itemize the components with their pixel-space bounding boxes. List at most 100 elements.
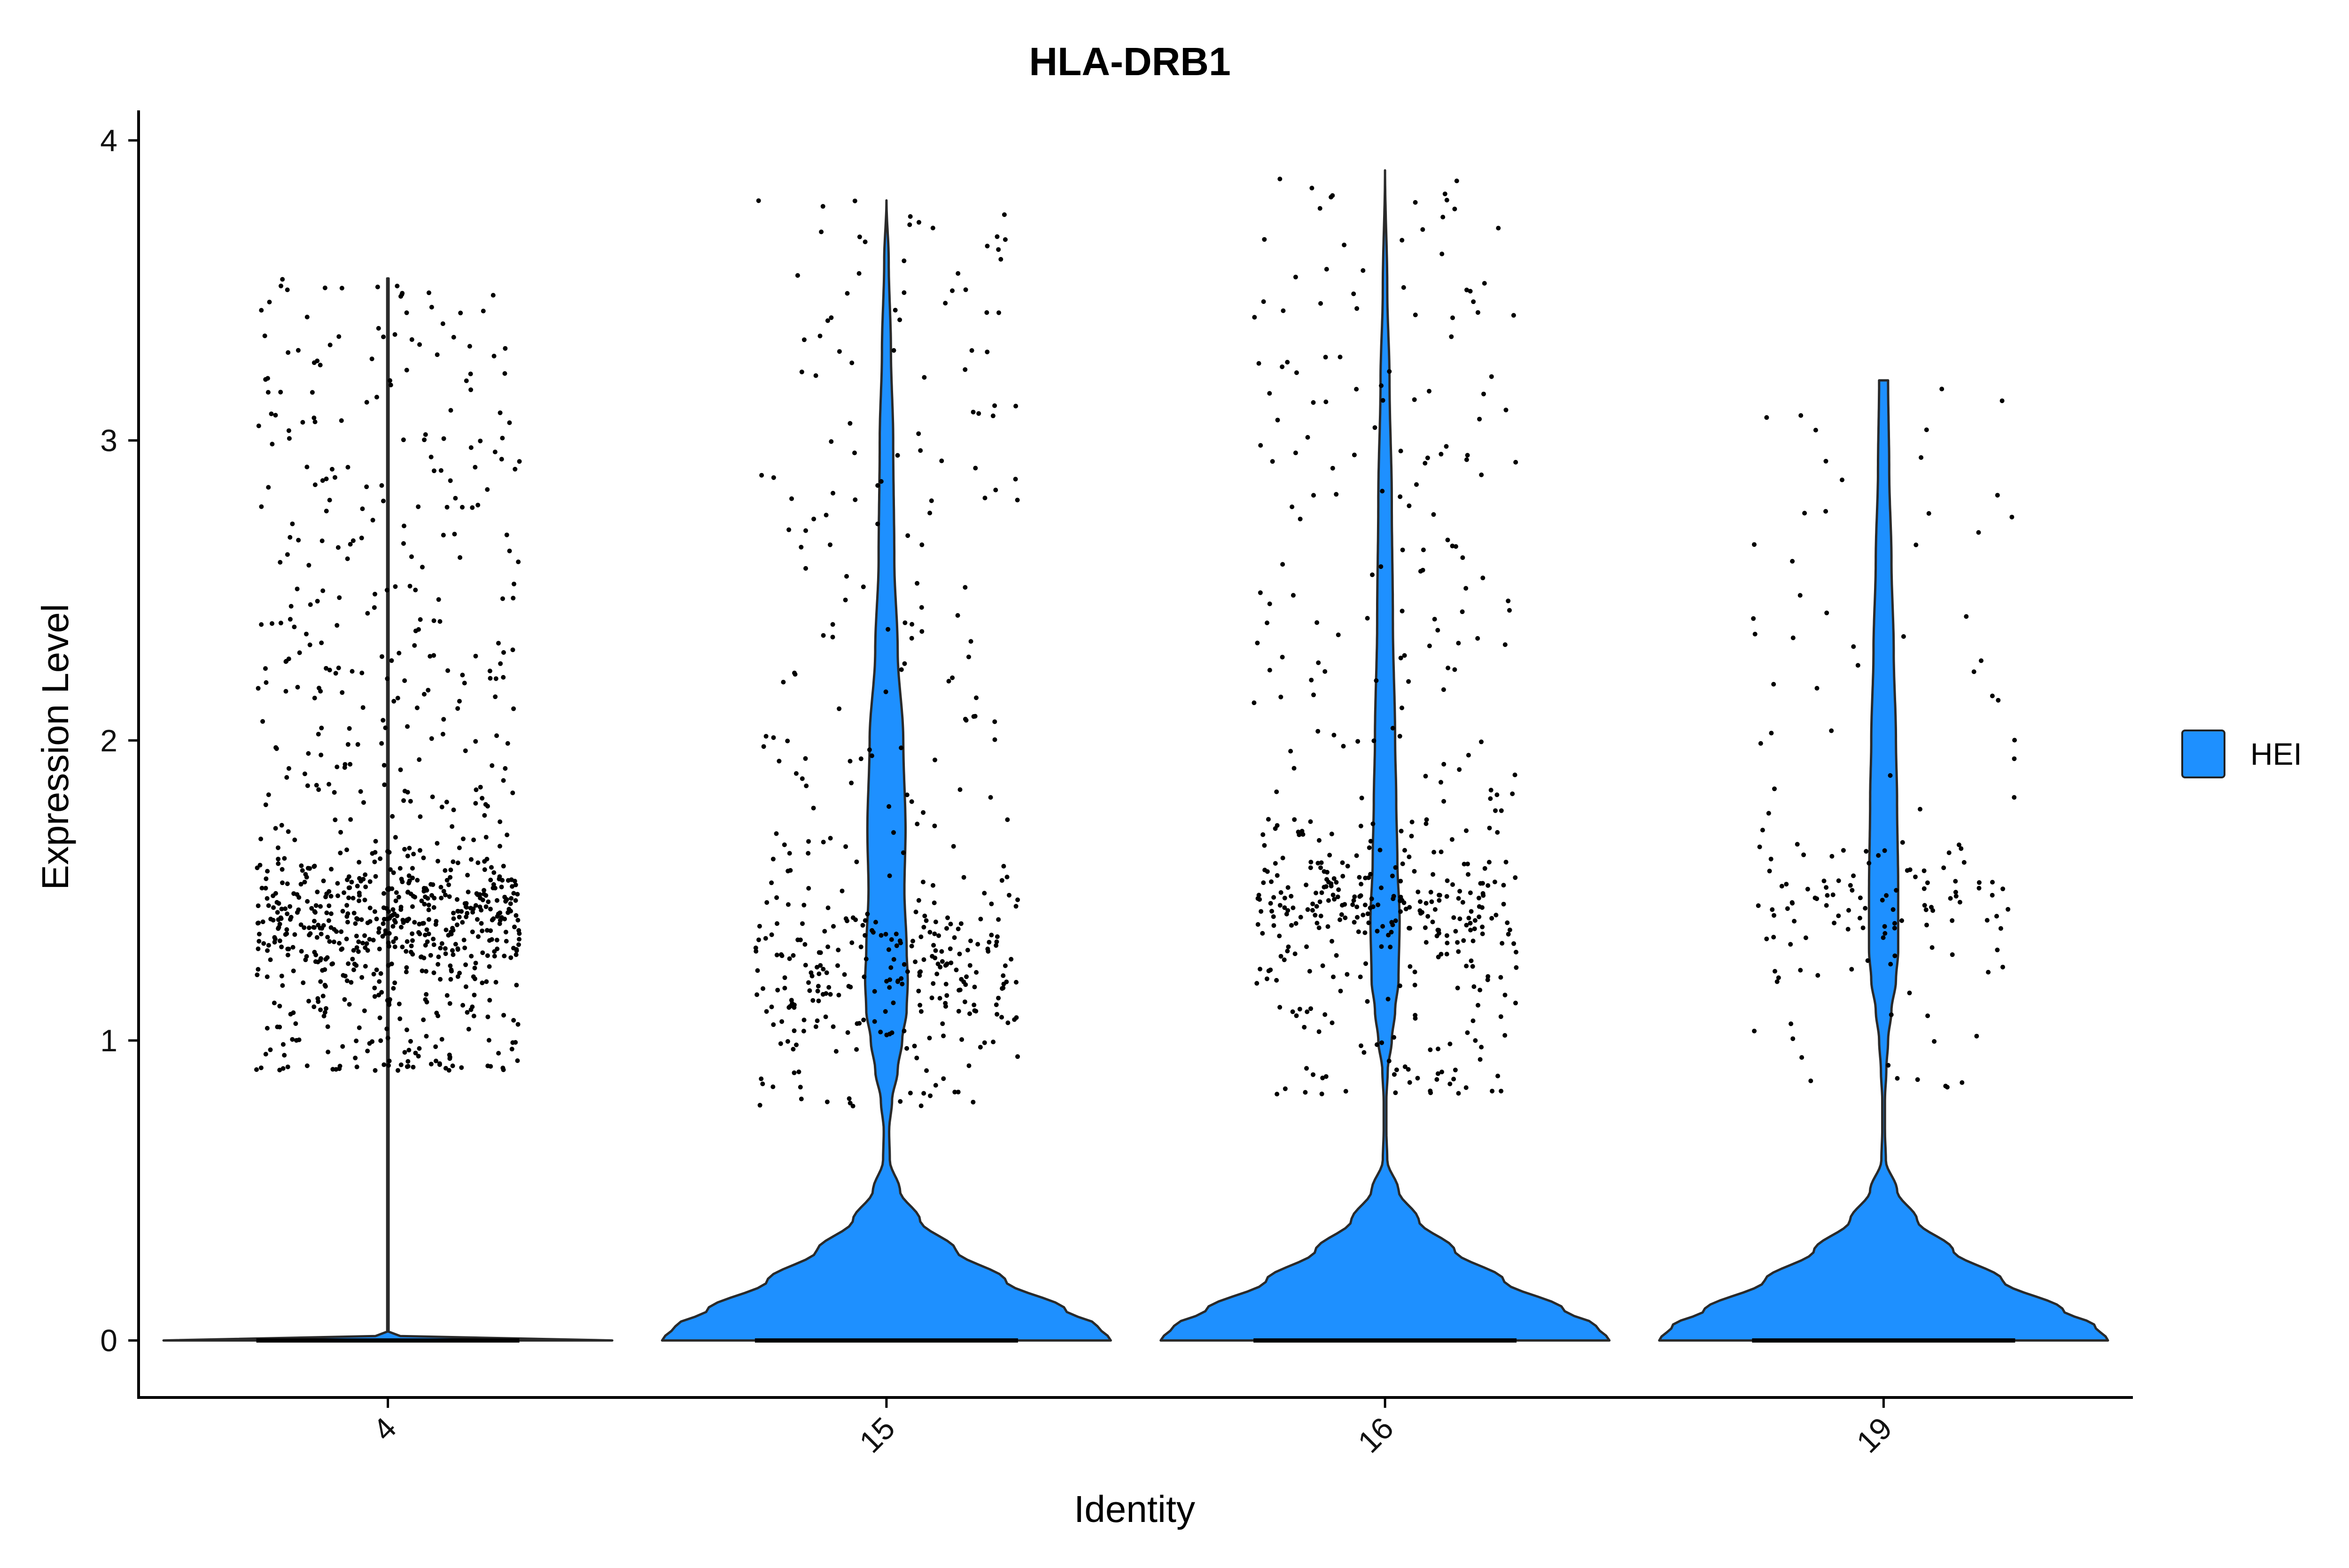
data-point bbox=[1355, 739, 1361, 744]
data-point bbox=[508, 955, 513, 960]
data-point bbox=[406, 1048, 412, 1053]
data-point bbox=[883, 931, 888, 937]
data-point bbox=[421, 855, 426, 861]
data-point bbox=[895, 453, 900, 458]
data-point bbox=[279, 944, 284, 949]
data-point bbox=[1431, 512, 1436, 517]
data-point bbox=[348, 762, 353, 767]
data-point bbox=[422, 691, 427, 697]
data-point bbox=[499, 885, 504, 890]
data-point bbox=[887, 873, 892, 878]
data-point bbox=[1502, 1033, 1508, 1038]
data-point bbox=[1950, 918, 1955, 923]
data-point bbox=[256, 920, 261, 925]
data-point bbox=[1924, 427, 1929, 432]
data-point bbox=[1361, 1050, 1367, 1055]
data-point bbox=[258, 1065, 264, 1071]
data-point bbox=[498, 661, 503, 666]
data-point bbox=[485, 1063, 490, 1069]
data-point bbox=[329, 867, 334, 872]
data-point bbox=[305, 899, 310, 904]
data-point bbox=[319, 931, 324, 937]
data-point bbox=[855, 1021, 860, 1026]
data-point bbox=[1356, 929, 1361, 934]
data-point bbox=[1468, 928, 1473, 932]
data-point bbox=[1825, 893, 1830, 898]
data-point bbox=[1442, 191, 1447, 196]
data-point bbox=[1772, 913, 1776, 918]
data-point bbox=[478, 438, 483, 443]
y-tick-label: 4 bbox=[100, 123, 117, 158]
data-point bbox=[1293, 274, 1298, 279]
data-point bbox=[494, 733, 499, 738]
data-point bbox=[279, 823, 284, 828]
data-point bbox=[840, 888, 845, 893]
data-point bbox=[275, 1025, 280, 1030]
data-point bbox=[1334, 492, 1339, 497]
data-point bbox=[753, 945, 758, 950]
data-point bbox=[1953, 879, 1958, 884]
data-point bbox=[1331, 974, 1336, 979]
data-point bbox=[1380, 924, 1385, 929]
data-point bbox=[389, 658, 394, 663]
data-point bbox=[299, 949, 304, 954]
data-point bbox=[943, 963, 948, 968]
data-point bbox=[1953, 893, 1959, 899]
y-tick-label: 1 bbox=[100, 1023, 117, 1058]
data-point bbox=[421, 1017, 426, 1022]
data-point bbox=[486, 899, 491, 904]
data-point bbox=[1379, 885, 1384, 890]
data-point bbox=[1751, 616, 1756, 621]
data-point bbox=[1406, 1067, 1411, 1072]
data-point bbox=[1513, 875, 1518, 880]
data-point bbox=[1446, 666, 1451, 670]
data-point bbox=[451, 952, 456, 957]
data-point bbox=[473, 739, 478, 744]
data-point bbox=[1015, 497, 1020, 503]
data-point bbox=[900, 981, 905, 986]
data-point bbox=[451, 916, 456, 921]
data-point bbox=[279, 973, 284, 978]
data-point bbox=[894, 931, 899, 937]
data-point bbox=[1860, 925, 1866, 931]
data-point bbox=[304, 1063, 310, 1068]
data-point bbox=[405, 1059, 411, 1064]
data-point bbox=[333, 817, 338, 823]
data-point bbox=[354, 916, 359, 921]
data-point bbox=[381, 718, 386, 723]
data-point bbox=[904, 1046, 910, 1051]
data-point bbox=[337, 1063, 342, 1069]
data-point bbox=[410, 876, 415, 880]
data-point bbox=[806, 886, 811, 891]
data-point bbox=[1464, 287, 1469, 293]
data-point bbox=[1343, 1089, 1348, 1094]
data-point bbox=[458, 555, 463, 560]
data-point bbox=[921, 879, 926, 885]
data-point bbox=[277, 938, 282, 943]
data-point bbox=[1790, 559, 1795, 564]
data-point bbox=[347, 1002, 352, 1007]
data-point bbox=[828, 992, 833, 997]
violin-19 bbox=[1658, 379, 2109, 1342]
data-point bbox=[1278, 694, 1283, 699]
data-point bbox=[1339, 912, 1344, 917]
data-point bbox=[375, 284, 380, 289]
data-point bbox=[1308, 819, 1313, 824]
data-point bbox=[952, 935, 957, 940]
data-point bbox=[1005, 817, 1010, 822]
data-point bbox=[1267, 391, 1272, 396]
data-point bbox=[956, 1089, 961, 1094]
data-point bbox=[1407, 503, 1412, 508]
data-point bbox=[787, 956, 792, 961]
data-point bbox=[391, 939, 396, 944]
data-point bbox=[848, 759, 853, 764]
data-point bbox=[1771, 682, 1776, 687]
data-point bbox=[1961, 860, 1967, 865]
data-point bbox=[473, 903, 478, 908]
data-point bbox=[1386, 932, 1391, 938]
data-point bbox=[1323, 399, 1329, 404]
data-point bbox=[1370, 904, 1376, 909]
data-point bbox=[360, 705, 366, 710]
data-point bbox=[335, 881, 340, 886]
data-point bbox=[313, 952, 319, 957]
